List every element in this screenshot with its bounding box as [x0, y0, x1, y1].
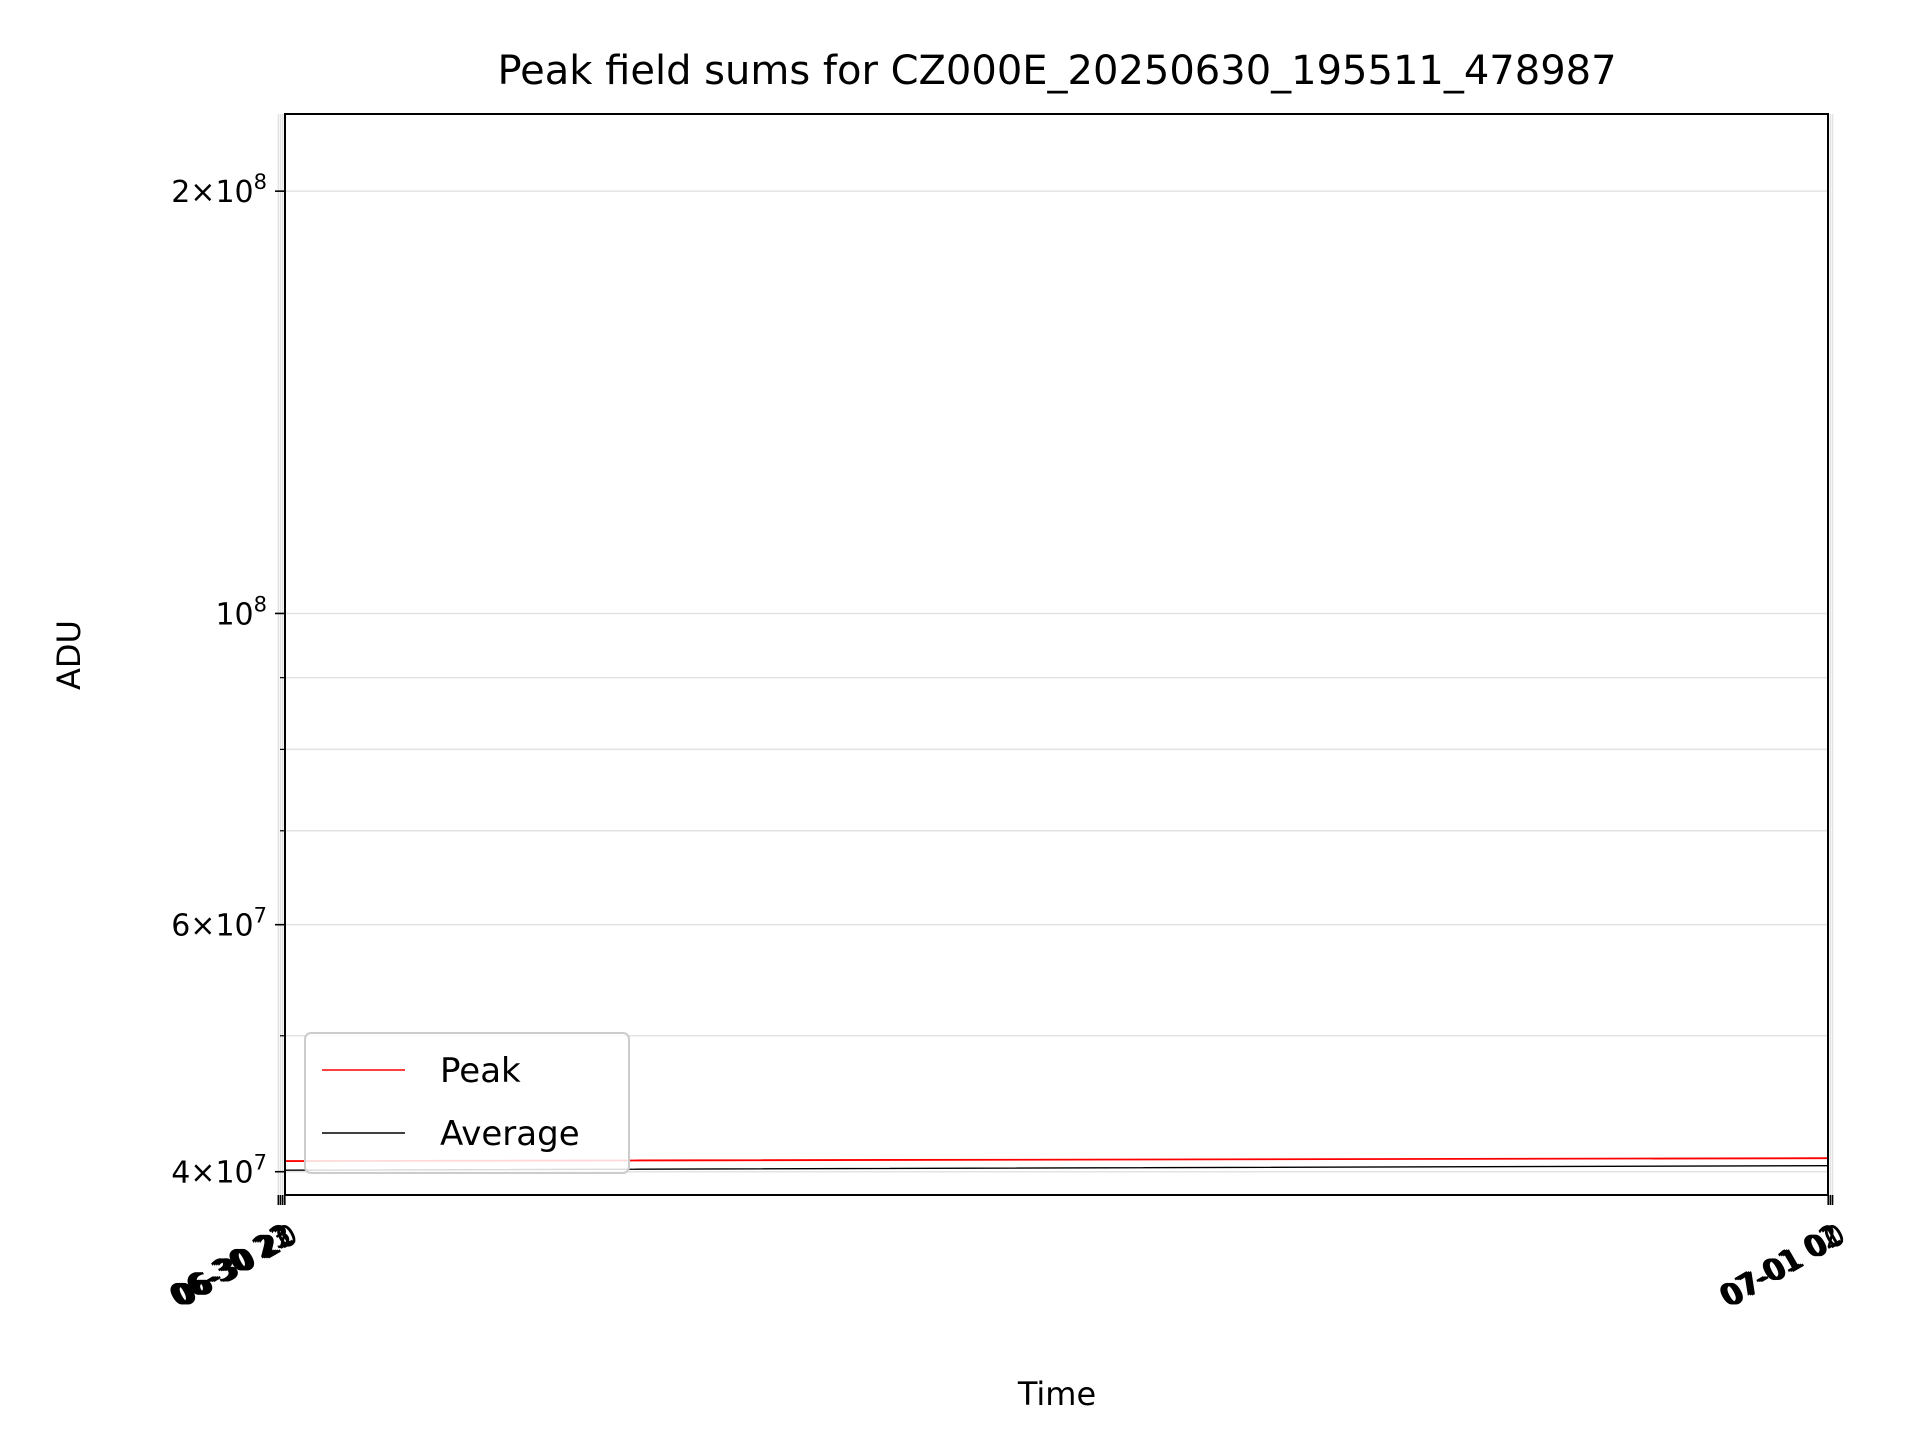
x-axis-title: Time [1017, 1375, 1096, 1413]
axes-frame [284, 113, 1829, 1196]
legend-box [304, 1032, 630, 1174]
y-tick-label: 108 [215, 592, 267, 632]
y-tick-label: 6×107 [171, 904, 267, 944]
legend-label-peak: Peak [440, 1051, 521, 1091]
y-tick-label: 4×107 [171, 1151, 267, 1191]
legend: Peak Average [304, 1032, 630, 1174]
y-axis: 4×107 6×107 108 2×108 [171, 170, 285, 1191]
legend-label-average: Average [440, 1114, 580, 1154]
y-tick-label: 2×108 [171, 170, 267, 210]
y-axis-title: ADU [50, 620, 88, 690]
chart-title: Peak field sums for CZ000E_20250630_1955… [497, 48, 1616, 94]
